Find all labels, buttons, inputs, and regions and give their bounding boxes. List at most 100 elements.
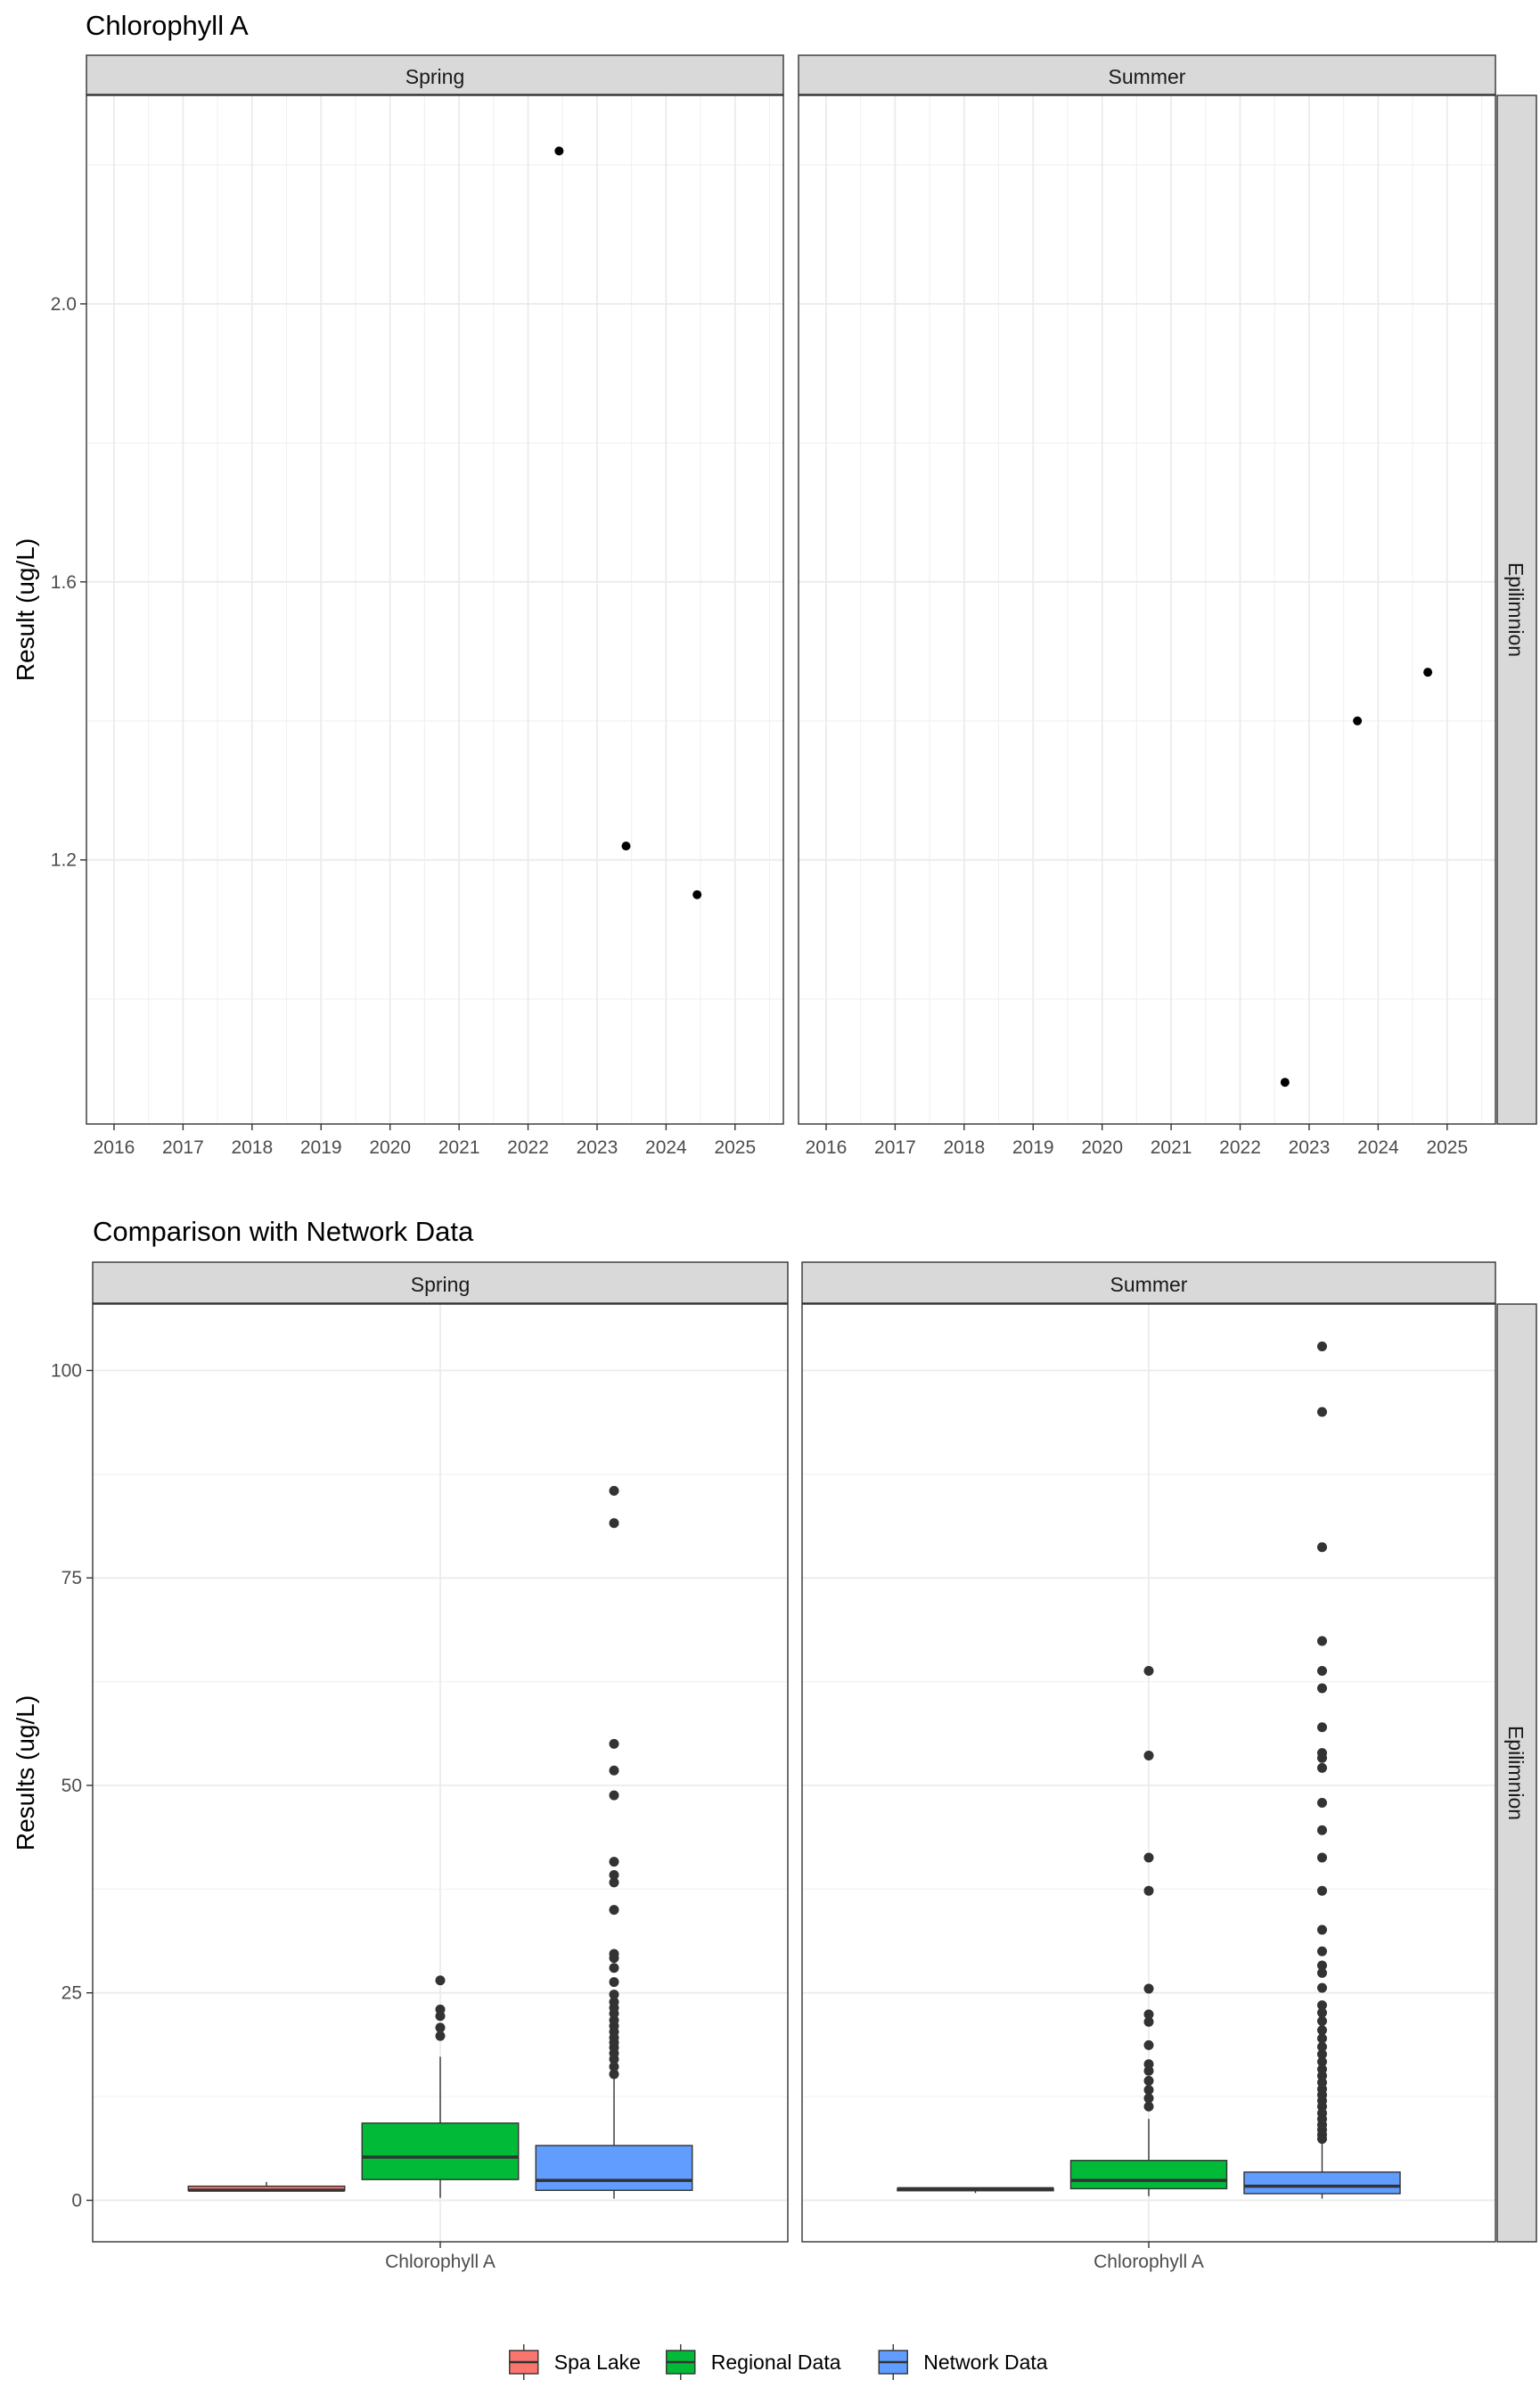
panel-summer (799, 95, 1495, 1124)
row-strip: Epilimnion (1496, 94, 1537, 1125)
outlier-point (609, 2062, 619, 2072)
x-tick-label: 2023 (1289, 1137, 1331, 1158)
x-axis-ticks: 2016 2017 2018 2019 2020 2021 2022 2023 2024 2025 (94, 1124, 756, 1158)
x-tick-label: 2022 (1219, 1137, 1261, 1158)
strip-label-summer: Summer (1109, 65, 1186, 88)
data-point (1280, 1078, 1290, 1087)
x-tick-label: 2017 (874, 1137, 916, 1158)
outlier-point (609, 1905, 619, 1916)
outlier-point (609, 1857, 619, 1867)
legend-label: Spa Lake (554, 2351, 641, 2374)
data-point (1353, 716, 1363, 726)
y-tick-label: 1.2 (51, 850, 77, 871)
points (554, 146, 702, 899)
outlier-point (1317, 1341, 1327, 1351)
strip-label-spring: Spring (411, 1273, 470, 1296)
outlier-point (1317, 1748, 1327, 1759)
chart-title: Chlorophyll A (86, 10, 249, 41)
outlier-point (609, 1949, 619, 1959)
legend: Spa Lake Regional Data Network Data (509, 2344, 1048, 2380)
data-point (1423, 668, 1433, 677)
x-tick-label: 2021 (1151, 1137, 1192, 1158)
x-tick-label: 2021 (438, 1137, 480, 1158)
x-tick-label: 2019 (300, 1137, 342, 1158)
legend-label: Regional Data (711, 2351, 841, 2374)
facet-spring: Spring 2016 2017 2018 2019 2020 2021 2022 2023 2… (86, 54, 784, 1158)
x-tick-label: 2017 (162, 1137, 204, 1158)
x-tick-label: 2016 (806, 1137, 848, 1158)
box-regional-data (1069, 1665, 1228, 2196)
outlier-point (1143, 2009, 1154, 2020)
panel-spring (86, 95, 783, 1124)
row-strip: Epilimnion (1496, 1303, 1537, 2243)
strip-summer (798, 54, 1496, 95)
outlier-point (1143, 2085, 1154, 2096)
outlier-point (609, 1870, 619, 1881)
facet-summer: Summer Chlorophyll A (801, 1261, 1496, 2272)
outlier-point (435, 2031, 446, 2041)
strip-summer (801, 1261, 1496, 1304)
outlier-point (1143, 1665, 1154, 1676)
outlier-point (609, 1790, 619, 1801)
x-tick-label: 2016 (94, 1137, 135, 1158)
outlier-point (1143, 1750, 1154, 1760)
outlier-point (1143, 2093, 1154, 2104)
gridlines (799, 95, 1495, 1124)
x-tick-label: Chlorophyll A (1094, 2252, 1204, 2272)
outlier-point (1317, 1885, 1327, 1896)
outlier-point (609, 2069, 619, 2080)
data-point (692, 890, 702, 899)
data-point (621, 841, 631, 851)
x-tick-label: 2018 (943, 1137, 985, 1158)
y-axis-title: Results (ug/L) (12, 1695, 39, 1850)
box-iqr (1069, 2160, 1228, 2190)
outlier-point (1317, 1967, 1327, 1978)
legend-label: Network Data (923, 2351, 1048, 2374)
legend-entry-spa-lake: Spa Lake (509, 2344, 641, 2380)
chart-boxplot: Comparison with Network Data Spring Chlo… (12, 1216, 1537, 2380)
outlier-point (609, 1997, 619, 2007)
outlier-point (1317, 1722, 1327, 1733)
outlier-point (1317, 1762, 1327, 1773)
strip-spring (92, 1261, 789, 1304)
x-tick-label: 2025 (714, 1137, 756, 1158)
y-tick-label: 75 (61, 1568, 82, 1588)
x-tick-label: 2020 (369, 1137, 411, 1158)
x-tick-label: 2020 (1081, 1137, 1123, 1158)
y-tick-label: 100 (51, 1360, 82, 1381)
boxes (897, 1341, 1401, 2199)
strip-label-spring: Spring (405, 65, 464, 88)
outlier-point (1143, 1983, 1154, 1994)
data-point (554, 146, 564, 156)
x-tick-label: 2024 (1357, 1137, 1399, 1158)
outlier-point (435, 2023, 446, 2033)
legend-entry-network-data: Network Data (878, 2344, 1048, 2380)
outlier-point (1143, 2075, 1154, 2086)
box-iqr (1243, 2171, 1401, 2195)
outlier-point (609, 1485, 619, 1496)
outlier-point (1317, 1960, 1327, 1971)
outlier-point (1317, 1665, 1327, 1676)
outlier-point (1317, 1852, 1327, 1863)
outlier-point (1317, 2025, 1327, 2036)
facet-summer: Summer 2016 2017 2018 2019 2020 2021 2022 2023 2… (798, 54, 1496, 1158)
outlier-point (1317, 1924, 1327, 1935)
outlier-point (1317, 1683, 1327, 1694)
outlier-point (1317, 2033, 1327, 2044)
row-strip-label: Epilimnion (1504, 562, 1528, 657)
x-tick-label: 2024 (645, 1137, 687, 1158)
outlier-point (1317, 1636, 1327, 1646)
outlier-point (609, 1765, 619, 1776)
box-spa-lake (187, 2181, 346, 2192)
outlier-point (1143, 2101, 1154, 2112)
y-tick-label: 2.0 (51, 294, 77, 315)
box-network-data (535, 1485, 693, 2199)
chart-scatter: Chlorophyll A Spring 2016 2017 2018 2019 202… (12, 10, 1537, 1158)
outlier-point (1317, 2041, 1327, 2052)
y-axis-ticks: 1.2 1.6 2.0 (51, 294, 86, 871)
facet-spring: Spring Chlorophyll A (92, 1261, 789, 2272)
legend-entry-regional-data: Regional Data (666, 2344, 841, 2380)
outlier-point (1143, 1885, 1154, 1896)
x-axis-ticks: 2016 2017 2018 2019 2020 2021 2022 2023 2024 2025 (806, 1124, 1468, 1158)
y-tick-label: 50 (61, 1776, 82, 1796)
